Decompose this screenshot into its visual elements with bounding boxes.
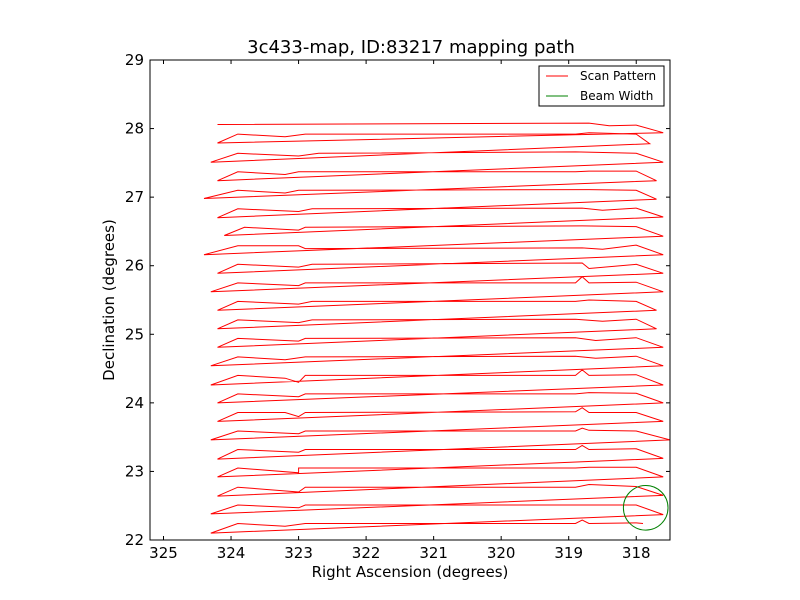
chart-title: 3c433-map, ID:83217 mapping path [247, 37, 575, 58]
ticks-layer: 325 324 323 322 321 320 319 318 22 23 24 25 26 27 28 29 [125, 51, 670, 562]
legend-label-scan-pattern: Scan Pattern [580, 69, 656, 83]
y-tick-label: 25 [125, 325, 144, 343]
legend: Scan Pattern Beam Width [538, 65, 665, 107]
x-tick-label: 324 [217, 544, 246, 562]
plot-area: 325 324 323 322 321 320 319 318 22 23 24 25 26 27 28 29 [125, 51, 671, 562]
series-layer [203, 122, 670, 534]
legend-label-beam-width: Beam Width [580, 89, 653, 103]
y-tick-label: 29 [125, 51, 144, 69]
legend-box [538, 65, 665, 107]
x-tick-label: 318 [622, 544, 651, 562]
x-tick-label: 323 [284, 544, 313, 562]
y-tick-label: 24 [125, 394, 144, 412]
x-tick-label: 321 [419, 544, 448, 562]
y-tick-label: 22 [125, 531, 144, 549]
y-tick-label: 28 [125, 120, 144, 138]
x-tick-label: 319 [554, 544, 583, 562]
y-tick-label: 23 [125, 462, 144, 480]
y-axis-label: Declination (degrees) [100, 219, 118, 381]
y-tick-label: 27 [125, 188, 144, 206]
x-axis-label: Right Ascension (degrees) [312, 563, 509, 581]
x-tick-label: 320 [487, 544, 516, 562]
x-tick-label: 325 [149, 544, 178, 562]
plot-border [149, 59, 671, 541]
series-line-scan-pattern [203, 122, 670, 534]
beam-width-circle [622, 485, 669, 531]
y-tick-label: 26 [125, 257, 144, 275]
plot-background [150, 60, 670, 540]
x-tick-label: 322 [352, 544, 381, 562]
